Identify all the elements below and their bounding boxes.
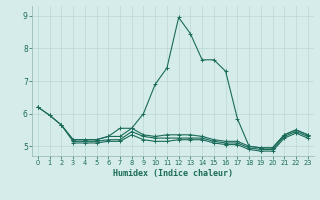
X-axis label: Humidex (Indice chaleur): Humidex (Indice chaleur): [113, 169, 233, 178]
